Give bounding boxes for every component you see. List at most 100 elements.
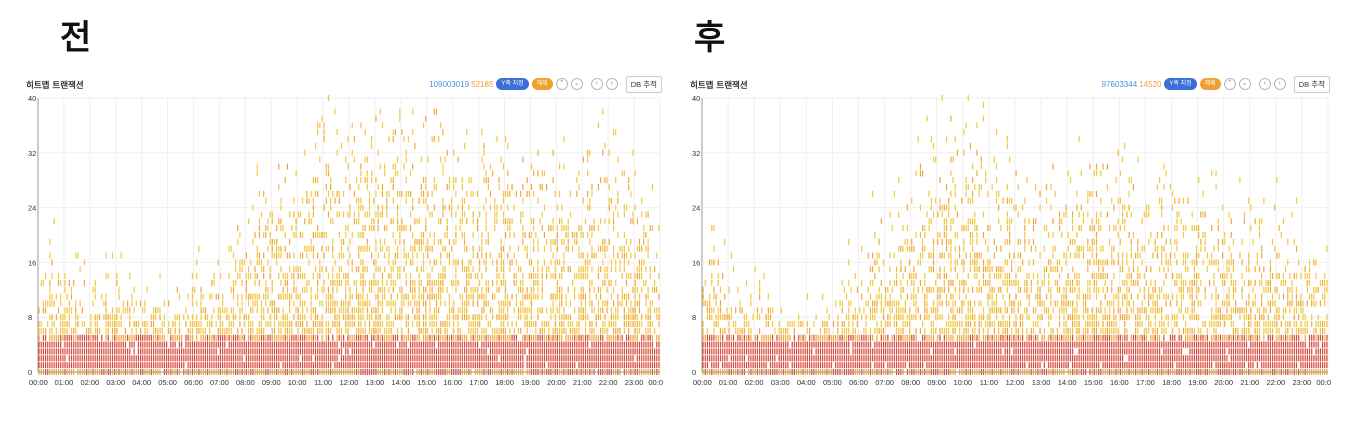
- chevron-right-icon[interactable]: ›: [1273, 78, 1286, 90]
- heatmap-cell: [308, 334, 310, 341]
- heatmap-cell: [824, 355, 826, 362]
- heatmap-cell: [856, 314, 859, 321]
- heatmap-cell: [597, 341, 600, 348]
- heatmap-cell: [895, 362, 898, 369]
- chevron-left-icon[interactable]: ‹: [590, 78, 603, 90]
- heatmap-cell: [239, 355, 241, 362]
- heatmap-cell: [405, 348, 407, 355]
- heatmap-cell: [530, 321, 533, 328]
- heatmap-cell: [386, 362, 388, 369]
- heatmap-cell: [438, 273, 440, 280]
- heatmap-cell: [494, 341, 496, 348]
- heatmap-cell: [935, 307, 937, 314]
- heatmap-cell: [405, 252, 407, 259]
- heatmap-cell: [752, 314, 754, 321]
- heatmap-cell: [845, 327, 848, 334]
- heatmap-cell: [265, 225, 267, 232]
- chevron-down-icon[interactable]: ⌄: [570, 78, 583, 90]
- heatmap-cell: [340, 355, 343, 362]
- heatmap-cell: [94, 286, 96, 293]
- heatmap-cell: [304, 334, 306, 341]
- y-axis-toggle-button[interactable]: Y축 지정: [496, 78, 529, 90]
- heatmap-cell: [312, 321, 314, 328]
- heatmap-cell: [526, 355, 528, 362]
- heatmap-cell: [900, 355, 902, 362]
- heatmap-cell: [647, 293, 649, 300]
- heatmap-cell: [876, 321, 878, 328]
- heatmap-cell: [756, 314, 759, 321]
- heatmap-cell: [872, 348, 874, 355]
- heatmap-cell: [576, 355, 578, 362]
- chevron-left-icon[interactable]: ‹: [1258, 78, 1271, 90]
- chevron-up-icon[interactable]: ⌃: [555, 78, 568, 90]
- heatmap-cell: [55, 314, 57, 321]
- heatmap-cell: [739, 355, 741, 362]
- heatmap-cell: [299, 314, 301, 321]
- reset-button[interactable]: 해제: [531, 78, 553, 90]
- heatmap-cell: [308, 197, 310, 204]
- chevron-down-icon[interactable]: ⌄: [1238, 78, 1251, 90]
- heatmap-cell: [312, 307, 314, 314]
- heatmap-cell: [737, 341, 739, 348]
- chevron-right-icon[interactable]: ›: [605, 78, 618, 90]
- heatmap-cell: [148, 334, 150, 341]
- heatmap-cell: [40, 341, 42, 348]
- heatmap-cell: [476, 252, 479, 259]
- heatmap-cell: [472, 348, 474, 355]
- heatmap-cell: [381, 286, 384, 293]
- heatmap-cell: [260, 362, 263, 369]
- heatmap-cell: [299, 362, 301, 369]
- heatmap-cell: [118, 362, 120, 369]
- reset-button[interactable]: 해제: [1199, 78, 1221, 90]
- heatmap-cell: [924, 300, 926, 307]
- chevron-up-icon[interactable]: ⌃: [1223, 78, 1236, 90]
- heatmap-cell: [893, 300, 895, 307]
- heatmap-cell: [724, 327, 726, 334]
- heatmap-cell: [135, 362, 137, 369]
- heatmap-cell: [425, 115, 427, 122]
- db-trace-button[interactable]: DB 추적: [1293, 75, 1330, 93]
- heatmap-cell: [226, 327, 228, 334]
- heatmap-cell: [364, 355, 366, 362]
- heatmap-cell: [51, 348, 53, 355]
- heatmap-cell: [517, 327, 520, 334]
- db-trace-button[interactable]: DB 추적: [625, 75, 662, 93]
- heatmap-cell: [139, 300, 142, 307]
- heatmap-cell: [759, 341, 761, 348]
- heatmap-cell: [600, 293, 602, 300]
- heatmap-cell: [574, 341, 576, 348]
- heatmap-cell: [636, 334, 638, 341]
- heatmap-cell: [463, 238, 466, 245]
- heatmap-cell: [848, 300, 850, 307]
- heatmap-cell: [550, 238, 552, 245]
- heatmap-cell: [593, 355, 595, 362]
- heatmap-cell: [885, 341, 887, 348]
- heatmap-cell: [630, 362, 632, 369]
- heatmap-cell: [457, 314, 459, 321]
- y-axis-toggle-button[interactable]: Y축 지정: [1164, 78, 1197, 90]
- heatmap-cell: [641, 266, 643, 273]
- heatmap-cell: [589, 300, 591, 307]
- heatmap-cell: [483, 259, 485, 266]
- heatmap-cell: [239, 341, 241, 348]
- heatmap-cell: [98, 341, 101, 348]
- heatmap-cell: [254, 355, 256, 362]
- heatmap-cell: [176, 355, 178, 362]
- heatmap-cell: [284, 334, 286, 341]
- heatmap-cell: [310, 293, 312, 300]
- heatmap-cell: [589, 279, 591, 286]
- heatmap-cell: [457, 204, 459, 211]
- heatmap-cell: [507, 348, 509, 355]
- heatmap-cell: [319, 300, 321, 307]
- heatmap-cell: [379, 300, 381, 307]
- heatmap-cell: [375, 307, 377, 314]
- heatmap-cell: [876, 300, 878, 307]
- heatmap-cell: [554, 259, 556, 266]
- heatmap-cell: [273, 348, 276, 355]
- heatmap-cell: [209, 355, 211, 362]
- heatmap-cell: [267, 321, 269, 328]
- heatmap-cell: [600, 177, 602, 184]
- heatmap-cell: [351, 307, 353, 314]
